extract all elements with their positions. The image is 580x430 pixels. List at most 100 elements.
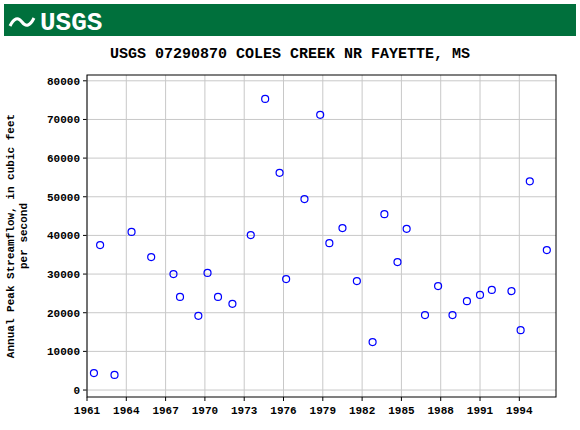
point: [262, 95, 269, 102]
grid-line: [519, 75, 520, 397]
tick-label: 1976: [270, 405, 296, 417]
title: USGS 07290870 COLES CREEK NR FAYETTE, MS: [110, 46, 470, 63]
point: [369, 339, 376, 346]
point: [326, 240, 333, 247]
grid-line: [87, 312, 556, 313]
tick-label: 30000: [47, 269, 80, 281]
tick-label: 1985: [388, 405, 415, 417]
grid-line: [126, 75, 127, 397]
point: [526, 178, 533, 185]
tick: [362, 397, 363, 401]
point: [508, 288, 515, 295]
tick-label: 80000: [47, 76, 80, 88]
tick: [322, 397, 323, 401]
tick: [83, 196, 87, 197]
point: [449, 312, 456, 319]
point: [435, 283, 442, 290]
point: [394, 259, 401, 266]
tick-label: 70000: [47, 114, 80, 126]
tick: [244, 397, 245, 401]
tick-label: 60000: [47, 153, 80, 165]
point: [488, 286, 495, 293]
tick-label: 1970: [192, 405, 218, 417]
tick-label: 1979: [310, 405, 336, 417]
point: [97, 242, 104, 249]
grid-line: [87, 235, 556, 236]
logo: USGS: [40, 8, 102, 38]
point: [111, 371, 118, 378]
point: [381, 211, 388, 218]
grid-line: [244, 75, 245, 397]
tick-label: 20000: [47, 308, 80, 320]
tick: [83, 390, 87, 391]
point: [317, 111, 324, 118]
tick: [83, 235, 87, 236]
tick-label: 1988: [428, 405, 455, 417]
tick: [87, 397, 88, 401]
tick: [401, 397, 402, 401]
point: [215, 293, 222, 300]
y-axis-label: Annual Peak Streamflow, in cubic feet: [5, 114, 17, 358]
tick-label: 1961: [74, 405, 101, 417]
tick: [440, 397, 441, 401]
point: [353, 278, 360, 285]
point: [276, 169, 283, 176]
point: [247, 232, 254, 239]
point: [543, 247, 550, 254]
point: [283, 276, 290, 283]
point: [128, 228, 135, 235]
tick-label: 10000: [47, 346, 80, 358]
point: [170, 271, 177, 278]
tick: [83, 80, 87, 81]
tick: [83, 158, 87, 159]
y-axis-label: per second: [18, 203, 30, 269]
point: [339, 225, 346, 232]
grid-line: [322, 75, 323, 397]
point: [148, 254, 155, 261]
tick: [283, 397, 284, 401]
tick-label: 40000: [47, 230, 80, 242]
tick: [83, 274, 87, 275]
grid-line: [362, 75, 363, 397]
grid-line: [87, 196, 556, 197]
grid-line: [204, 75, 205, 397]
chart: USGS USGS 07290870 COLES CREEK NR FAYETTE…: [0, 0, 580, 430]
tick: [480, 397, 481, 401]
point: [517, 327, 524, 334]
tick-label: 1964: [113, 405, 140, 417]
point: [403, 225, 410, 232]
tick-label: 1967: [152, 405, 178, 417]
tick: [83, 351, 87, 352]
point: [177, 293, 184, 300]
tick: [126, 397, 127, 401]
grid-line: [440, 75, 441, 397]
grid-line: [87, 158, 556, 159]
tick: [83, 119, 87, 120]
point: [204, 269, 211, 276]
grid-line: [87, 274, 556, 275]
grid-line: [87, 351, 556, 352]
tick-label: 50000: [47, 192, 80, 204]
tick: [204, 397, 205, 401]
tick: [165, 397, 166, 401]
grid-line: [87, 80, 556, 81]
grid-line: [165, 75, 166, 397]
point: [301, 196, 308, 203]
grid-line: [87, 119, 556, 120]
tick-label: 1982: [349, 405, 375, 417]
grid-line: [401, 75, 402, 397]
grid-line: [480, 75, 481, 397]
tick-label: 1991: [467, 405, 494, 417]
point: [463, 298, 470, 305]
point: [90, 370, 97, 377]
point: [421, 312, 428, 319]
point: [477, 291, 484, 298]
points: [90, 95, 550, 378]
logo-wave: [10, 18, 34, 26]
tick: [519, 397, 520, 401]
tick-label: 1973: [231, 405, 258, 417]
tick-label: 0: [73, 385, 80, 397]
point: [229, 300, 236, 307]
plot-frame: [87, 75, 556, 397]
point: [195, 312, 202, 319]
